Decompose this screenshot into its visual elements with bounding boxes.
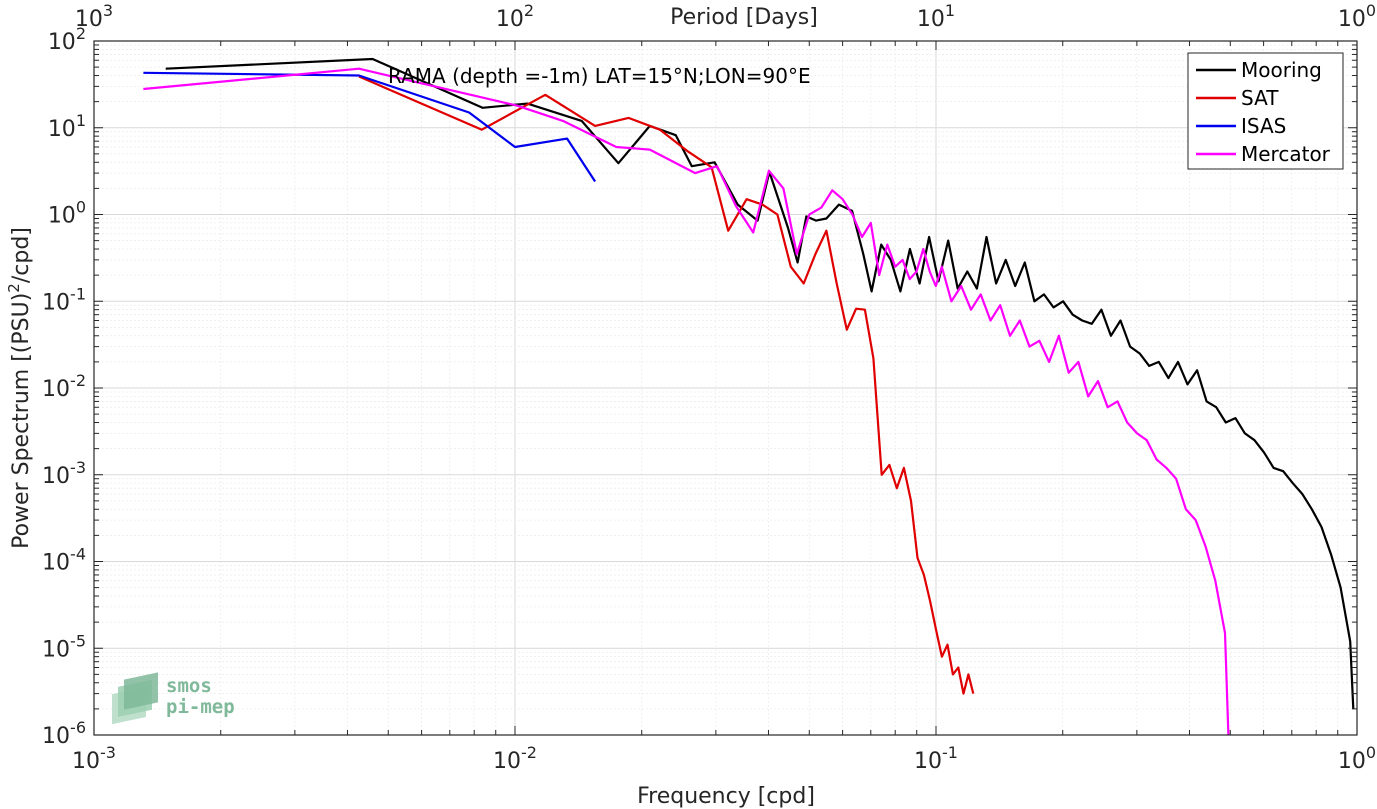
legend-label-sat: SAT (1241, 86, 1279, 110)
y-tick-label-base: 10 (42, 637, 70, 662)
y-axis-title-group: Power Spectrum [(PSU)2/cpd] (5, 227, 34, 549)
legend: Mooring SAT ISAS Mercator (1187, 52, 1344, 170)
x-tick-label: 100 (1338, 743, 1376, 774)
y-tick-label-exp: -5 (70, 631, 86, 650)
y-tick-label: 102 (48, 24, 86, 55)
y-tick-label: 101 (48, 111, 86, 142)
y-tick-label-exp: 1 (76, 111, 86, 130)
y-tick-label-exp: -3 (70, 458, 86, 477)
y-tick-label: 10-4 (42, 545, 86, 576)
y-tick-label: 10-2 (42, 371, 86, 402)
top-tick-label-exp: 2 (524, 1, 534, 20)
grid (93, 41, 1357, 736)
y-axis-title: Power Spectrum [(PSU)2/cpd] (5, 227, 34, 549)
logo-mark (112, 672, 158, 725)
series-line-sat (358, 75, 975, 695)
top-axis-title: Period [Days] (670, 5, 818, 30)
x-tick-label: 10-3 (72, 743, 116, 774)
legend-box (1187, 52, 1344, 170)
legend-label-mercator: Mercator (1241, 142, 1331, 166)
y-tick-label: 10-3 (42, 458, 86, 489)
chart-annotation: RAMA (depth =-1m) LAT=15°N;LON=90°E (388, 64, 811, 88)
top-tick-label-exp: 3 (103, 1, 113, 20)
x-tick-label-base: 10 (72, 749, 100, 774)
y-tick-label-base: 10 (48, 30, 76, 55)
x-tick-label-exp: -1 (942, 743, 958, 762)
x-tick-label-base: 10 (493, 749, 521, 774)
y-tick-label: 10-6 (42, 718, 86, 749)
y-tick-label: 10-5 (42, 631, 86, 662)
y-tick-label-exp: -2 (70, 371, 86, 390)
logo-line1: smos (166, 675, 212, 697)
series-line-mercator (143, 67, 1230, 736)
x-axis-title: Frequency [cpd] (637, 784, 815, 809)
series-layer (143, 57, 1355, 736)
y-tick-label-exp: 2 (76, 24, 86, 43)
y-tick-label-base: 10 (48, 117, 76, 142)
top-tick-label-exp: 1 (945, 1, 955, 20)
y-tick-label-base: 10 (42, 290, 70, 315)
series-line-mooring (165, 57, 1355, 709)
top-tick-label: 101 (917, 1, 955, 32)
top-tick-label: 102 (496, 1, 534, 32)
top-tick-label-exp: 0 (1366, 1, 1376, 20)
y-axis-title-main: Power Spectrum [(PSU) (9, 293, 34, 549)
x-tick-label: 10-1 (914, 743, 958, 774)
y-axis-title-tail: /cpd] (9, 227, 34, 283)
y-tick-label-exp: -1 (70, 284, 86, 303)
x-tick-label-exp: -3 (100, 743, 116, 762)
top-tick-label: 100 (1338, 1, 1376, 32)
top-tick-label-base: 10 (75, 7, 103, 32)
y-tick-label-exp: -6 (70, 718, 86, 737)
legend-label-isas: ISAS (1241, 114, 1286, 138)
x-tick-label-exp: 0 (1366, 743, 1376, 762)
legend-label-mooring: Mooring (1241, 58, 1322, 82)
x-tick-label-exp: -2 (521, 743, 537, 762)
smos-pi-mep-logo: smos pi-mep (112, 672, 235, 725)
y-tick-label-base: 10 (42, 551, 70, 576)
y-tick-label: 10-1 (42, 284, 86, 315)
x-tick-label-base: 10 (914, 749, 942, 774)
x-tick-label: 10-2 (493, 743, 537, 774)
y-tick-label-base: 10 (42, 724, 70, 749)
top-tick-label-base: 10 (496, 7, 524, 32)
y-tick-label-base: 10 (42, 464, 70, 489)
top-tick-label-base: 10 (1338, 7, 1366, 32)
top-tick-label: 103 (75, 1, 113, 32)
y-tick-label-exp: -4 (70, 545, 86, 564)
y-tick-label-base: 10 (42, 377, 70, 402)
top-tick-label-base: 10 (917, 7, 945, 32)
x-tick-label-base: 10 (1338, 749, 1366, 774)
ticks (93, 41, 1357, 736)
y-axis-title-sup: 2 (5, 283, 23, 293)
y-tick-label: 100 (48, 198, 86, 229)
y-tick-label-exp: 0 (76, 198, 86, 217)
series-line-isas (143, 71, 597, 183)
y-tick-label-base: 10 (48, 204, 76, 229)
logo-line2: pi-mep (166, 696, 235, 718)
